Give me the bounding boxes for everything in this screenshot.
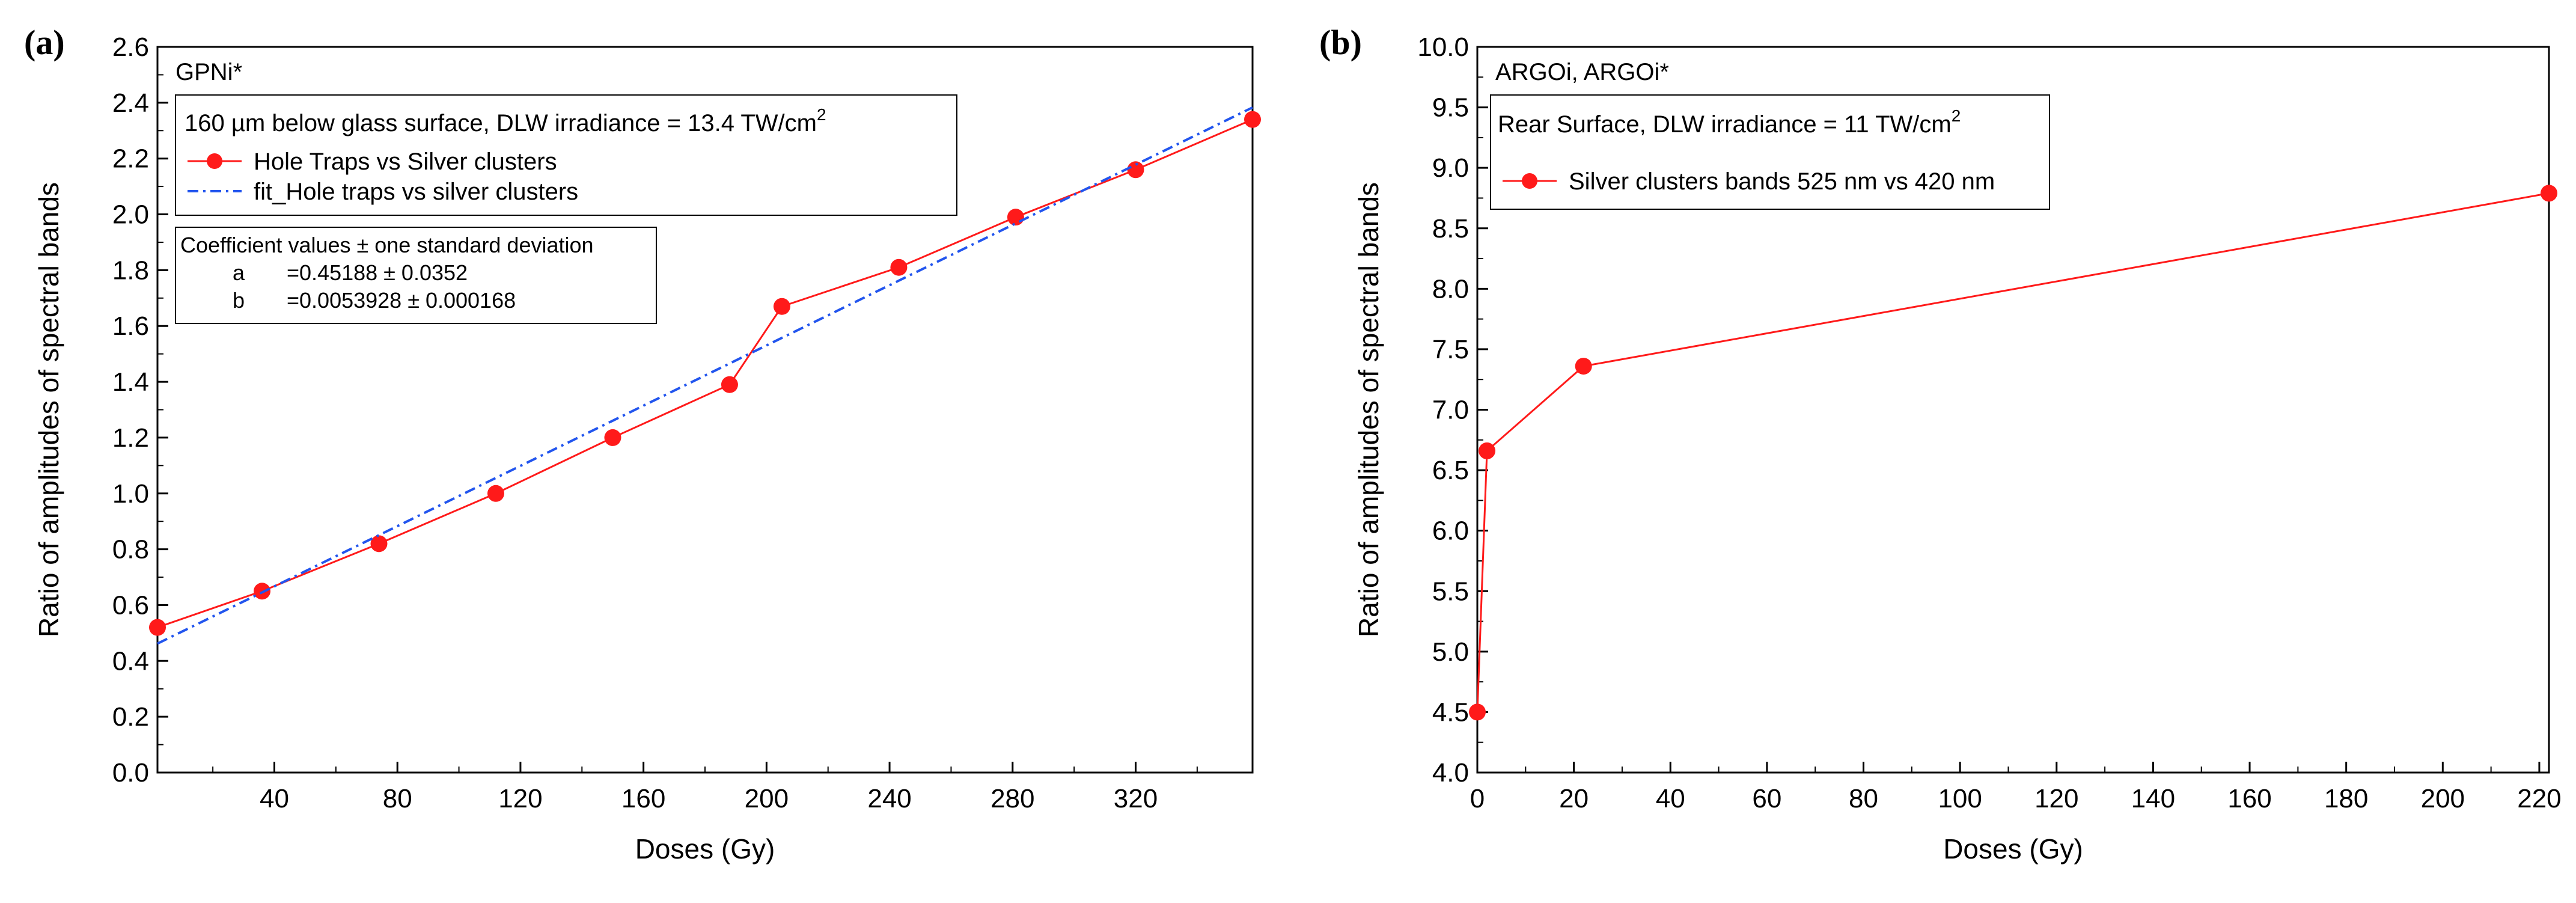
data-point-a-0-7 (890, 259, 908, 276)
fit-param-value-a: =0.45188 ± 0.0352 (287, 260, 468, 285)
x-tick-label-b-2: 40 (1656, 784, 1685, 813)
x-tick-label-b-7: 140 (2131, 784, 2175, 813)
x-tick-label-a-1: 80 (383, 784, 412, 813)
x-tick-label-b-0: 0 (1470, 784, 1485, 813)
fit-param-value-b: =0.0053928 ± 0.000168 (287, 288, 516, 313)
y-tick-label-a-8: 1.6 (112, 311, 149, 341)
x-tick-label-a-5: 240 (867, 784, 911, 813)
chart-panel-b: (b) 4.0 4.5 5.0 5.5 6.0 6.5 7.0 7.5 8.0 8.5 9.0 9.5… (1319, 23, 2562, 865)
y-tick-label-b-3: 5.5 (1432, 577, 1469, 606)
fit-param-name-b: b (233, 288, 245, 313)
x-tick-label-b-4: 80 (1849, 784, 1878, 813)
y-tick-label-b-11: 9.5 (1432, 93, 1469, 123)
data-point-b-0-3 (2541, 185, 2557, 202)
y-tick-label-b-1: 4.5 (1432, 697, 1469, 727)
y-tick-label-b-4: 6.0 (1432, 516, 1469, 546)
y-tick-label-a-9: 1.8 (112, 256, 149, 285)
data-point-a-0-5 (721, 376, 738, 393)
legend-a: 160 µm below glass surface, DLW irradian… (175, 94, 957, 216)
x-tick-label-b-10: 200 (2421, 784, 2465, 813)
y-tick-label-b-10: 9.0 (1432, 153, 1469, 183)
y-tick-label-b-2: 5.0 (1432, 637, 1469, 667)
data-point-a-0-4 (604, 429, 621, 446)
x-tick-label-b-9: 180 (2324, 784, 2368, 813)
fit-coefficients-box: Coefficient values ± one standard deviat… (175, 227, 657, 324)
y-axis-title-a: Ratio of amplitudes of spectral bands (33, 182, 64, 637)
data-point-a-0-2 (370, 535, 388, 553)
y-tick-label-b-8: 8.0 (1432, 274, 1469, 304)
panel-label-a: (a) (24, 23, 65, 62)
legend-box-a (175, 94, 957, 216)
data-point-a-0-6 (773, 298, 790, 315)
y-axis-title-b: Ratio of amplitudes of spectral bands (1353, 182, 1384, 637)
y-tick-label-b-7: 7.5 (1432, 335, 1469, 364)
legend-entry-b-0: Silver clusters bands 525 nm vs 420 nm (1569, 168, 1995, 195)
y-tick-label-a-12: 2.4 (112, 88, 149, 118)
data-point-a-0-0 (149, 619, 166, 636)
x-tick-label-b-8: 160 (2227, 784, 2271, 813)
data-point-a-0-8 (1007, 209, 1024, 226)
x-tick-label-a-4: 200 (745, 784, 789, 813)
fit-param-name-a: a (233, 260, 245, 285)
data-point-b-0-1 (1479, 442, 1496, 459)
x-tick-label-a-7: 320 (1114, 784, 1158, 813)
x-tick-label-a-3: 160 (621, 784, 665, 813)
y-tick-label-b-0: 4.0 (1432, 758, 1469, 788)
x-axis-title-a: Doses (Gy) (635, 833, 775, 865)
y-tick-label-b-12: 10.0 (1417, 32, 1469, 62)
y-tick-label-a-5: 1.0 (112, 479, 149, 509)
x-tick-label-a-0: 40 (260, 784, 289, 813)
legend-swatch-marker-b-0 (1522, 173, 1537, 189)
y-tick-label-a-3: 0.6 (112, 590, 149, 620)
legend-box-b (1490, 94, 2050, 210)
y-tick-label-a-0: 0.0 (112, 758, 149, 788)
y-tick-label-a-1: 0.2 (112, 702, 149, 732)
y-tick-label-a-7: 1.4 (112, 367, 149, 397)
y-tick-label-b-6: 7.0 (1432, 396, 1469, 425)
series-line-b-0 (1476, 192, 2550, 712)
y-tick-label-b-5: 6.5 (1432, 456, 1469, 485)
y-tick-label-a-2: 0.4 (112, 646, 149, 676)
y-tick-label-a-10: 2.0 (112, 200, 149, 230)
x-tick-label-b-6: 120 (2034, 784, 2078, 813)
legend-header-b: Rear Surface, DLW irradiance = 11 TW/cm2 (1498, 106, 1961, 138)
data-point-b-0-2 (1575, 358, 1592, 375)
y-tick-label-a-13: 2.6 (112, 32, 149, 62)
legend-swatch-marker-a-0 (207, 153, 222, 169)
y-tick-label-b-9: 8.5 (1432, 214, 1469, 243)
x-tick-label-b-11: 220 (2517, 784, 2561, 813)
x-tick-label-b-1: 20 (1559, 784, 1589, 813)
data-point-a-0-10 (1244, 111, 1261, 128)
data-point-a-0-9 (1127, 161, 1144, 179)
x-tick-label-b-3: 60 (1752, 784, 1781, 813)
legend-entry-a-0: Hole Traps vs Silver clusters (254, 148, 557, 175)
chart-title-a: GPNi* (175, 59, 242, 85)
legend-header-a: 160 µm below glass surface, DLW irradian… (185, 105, 826, 136)
x-tick-label-a-6: 280 (990, 784, 1034, 813)
y-tick-label-a-6: 1.2 (112, 423, 149, 453)
chart-panel-a: (a) 0.0 0.2 0.4 0.6 0.8 1.0 1.2 1.4 1.6 1.8 2.0 2.2… (24, 23, 1261, 865)
chart-title-b: ARGOi, ARGOi* (1495, 59, 1669, 85)
y-tick-label-a-4: 0.8 (112, 535, 149, 565)
data-point-b-0-0 (1469, 703, 1486, 721)
panel-label-b: (b) (1319, 23, 1362, 62)
x-tick-label-a-2: 120 (498, 784, 542, 813)
data-point-a-0-3 (487, 485, 504, 502)
x-tick-label-b-5: 100 (1938, 784, 1982, 813)
x-axis-title-b: Doses (Gy) (1943, 833, 2083, 865)
legend-b: Rear Surface, DLW irradiance = 11 TW/cm2… (1490, 94, 2050, 210)
fit-box-header: Coefficient values ± one standard deviat… (180, 233, 594, 257)
fit-box-border (175, 227, 657, 324)
y-tick-label-a-11: 2.2 (112, 144, 149, 174)
series-line-a-1 (157, 106, 1253, 645)
legend-entry-a-1: fit_Hole traps vs silver clusters (254, 179, 578, 205)
